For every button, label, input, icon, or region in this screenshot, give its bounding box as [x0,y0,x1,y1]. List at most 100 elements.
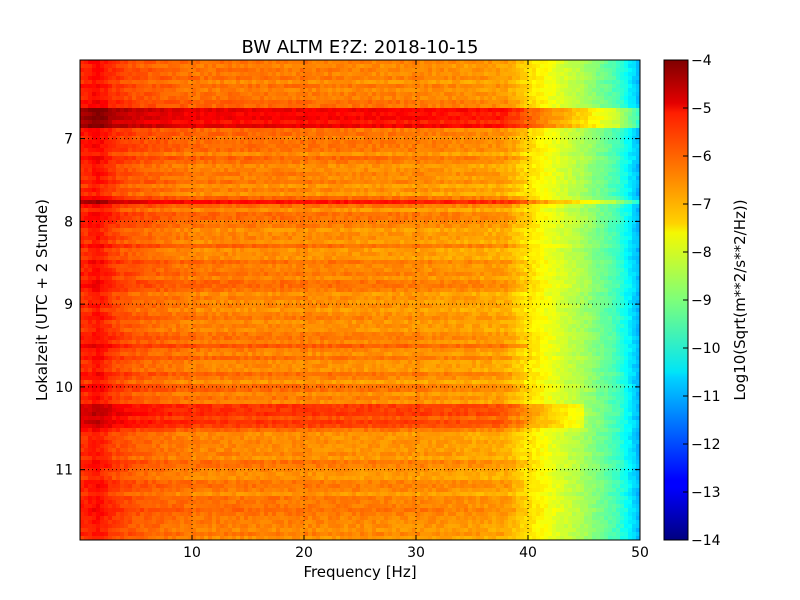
heatmap-cell [484,116,489,121]
heatmap-cell [236,184,241,189]
heatmap-cell [464,96,469,101]
heatmap-cell [176,144,181,149]
heatmap-cell [156,124,161,129]
heatmap-cell [412,160,417,165]
heatmap-cell [260,128,265,133]
heatmap-cell [432,188,437,193]
heatmap-cell [504,96,509,101]
heatmap-cell [484,168,489,173]
heatmap-cell [176,184,181,189]
heatmap-cell [124,112,129,117]
heatmap-cell [300,116,305,121]
heatmap-cell [300,68,305,73]
heatmap-cell [568,140,573,145]
heatmap-cell [380,180,385,185]
heatmap-cell [356,60,361,65]
heatmap-cell [492,144,497,149]
heatmap-cell [620,104,625,109]
heatmap-cell [604,80,609,85]
heatmap-cell [124,148,129,153]
heatmap-cell [608,180,613,185]
heatmap-cell [144,100,149,105]
heatmap-cell [276,160,281,165]
heatmap-cell [284,192,289,197]
heatmap-cell [464,64,469,69]
heatmap-cell [232,180,237,185]
heatmap-cell [524,76,529,81]
heatmap-cell [624,88,629,93]
heatmap-cell [84,196,89,201]
heatmap-cell [540,128,545,133]
heatmap-cell [296,164,301,169]
heatmap-cell [144,116,149,121]
heatmap-cell [636,160,640,165]
heatmap-cell [484,128,489,133]
heatmap-cell [472,136,477,141]
heatmap-cell [84,104,89,109]
heatmap-cell [360,192,365,197]
heatmap-cell [636,188,640,193]
heatmap-cell [188,76,193,81]
heatmap-cell [372,124,377,129]
heatmap-cell [220,188,225,193]
heatmap-cell [208,132,213,137]
heatmap-cell [152,72,157,77]
heatmap-cell [528,176,533,181]
heatmap-cell [572,120,577,125]
heatmap-cell [172,84,177,89]
heatmap-cell [192,68,197,73]
heatmap-cell [316,128,321,133]
heatmap-cell [180,128,185,133]
heatmap-cell [460,148,465,153]
heatmap-cell [320,180,325,185]
heatmap-cell [516,128,521,133]
heatmap-cell [104,164,109,169]
heatmap-cell [492,68,497,73]
heatmap-cell [100,64,105,69]
heatmap-cell [600,124,605,129]
heatmap-cell [608,88,613,93]
heatmap-cell [560,168,565,173]
heatmap-cell [124,100,129,105]
heatmap-cell [512,60,517,65]
heatmap-cell [372,96,377,101]
heatmap-cell [320,112,325,117]
heatmap-cell [240,192,245,197]
heatmap-cell [152,124,157,129]
heatmap-cell [284,140,289,145]
heatmap-cell [620,72,625,77]
heatmap-cell [328,128,333,133]
heatmap-cell [536,168,541,173]
heatmap-cell [620,136,625,141]
heatmap-cell [328,72,333,77]
heatmap-cell [332,64,337,69]
heatmap-cell [148,124,153,129]
heatmap-cell [328,136,333,141]
heatmap-cell [556,108,561,113]
heatmap-cell [156,164,161,169]
heatmap-cell [156,68,161,73]
heatmap-cell [556,140,561,145]
heatmap-cell [128,196,133,201]
heatmap-cell [572,112,577,117]
heatmap-cell [112,120,117,125]
heatmap-cell [620,144,625,149]
heatmap-cell [92,176,97,181]
heatmap-cell [400,152,405,157]
heatmap-cell [468,192,473,197]
heatmap-cell [124,104,129,109]
heatmap-cell [444,200,449,205]
heatmap-cell [612,148,617,153]
heatmap-cell [400,128,405,133]
heatmap-cell [264,196,269,201]
heatmap-cell [576,108,581,113]
heatmap-cell [208,164,213,169]
heatmap-cell [404,104,409,109]
heatmap-cell [324,124,329,129]
heatmap-cell [212,84,217,89]
heatmap-cell [520,172,525,177]
heatmap-cell [512,124,517,129]
heatmap-cell [384,136,389,141]
heatmap-cell [492,96,497,101]
heatmap-cell [348,172,353,177]
